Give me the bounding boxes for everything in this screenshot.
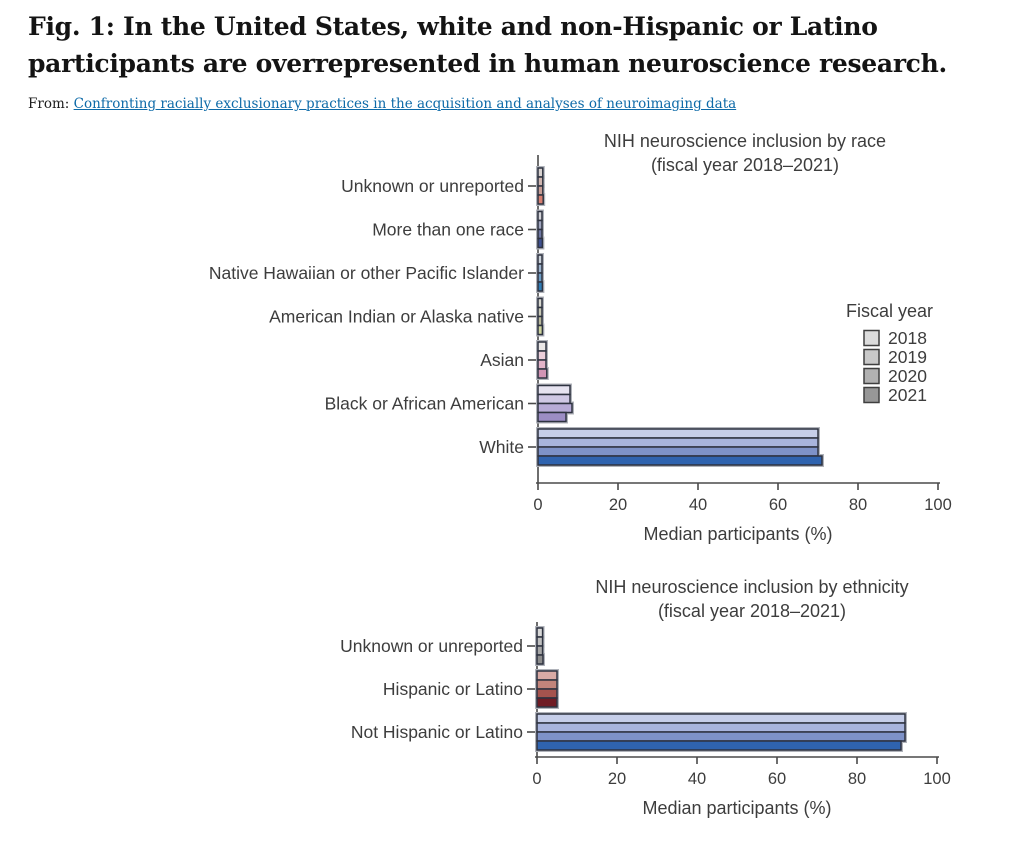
- bar-unknown-or-unreported-2020: [536, 645, 544, 656]
- bar-not-hispanic-or-latino-2020: [536, 731, 906, 742]
- legend-swatch-2019: [863, 348, 880, 366]
- source-prefix: From:: [28, 96, 70, 112]
- chart-title: NIH neuroscience inclusion by ethnicity: [595, 577, 908, 597]
- x-tick-label: 80: [848, 770, 866, 788]
- category-label-black-or-african-american: Black or African American: [325, 394, 524, 414]
- x-tick-label: 60: [769, 496, 787, 514]
- bar-asian-2018: [537, 341, 547, 352]
- x-tick-label: 0: [532, 770, 541, 788]
- category-label-native-hawaiian-or-other-pacific-islander: Native Hawaiian or other Pacific Islande…: [209, 263, 524, 283]
- legend-title: Fiscal year: [846, 301, 933, 321]
- category-label-hispanic-or-latino: Hispanic or Latino: [383, 679, 523, 699]
- x-tick-label: 100: [924, 496, 952, 514]
- category-label-white: White: [479, 437, 524, 457]
- bar-black-or-african-american-2020: [537, 402, 573, 414]
- chart-subtitle: (fiscal year 2018–2021): [651, 155, 839, 175]
- x-axis-label: Median participants (%): [642, 798, 831, 818]
- race-inclusion-chart: NIH neuroscience inclusion by race (fisca…: [209, 131, 952, 544]
- bar-unknown-or-unreported-2018: [537, 167, 544, 178]
- legend-label-2018: 2018: [888, 328, 927, 348]
- x-tick-label: 40: [688, 770, 706, 788]
- bar-unknown-or-unreported-2021: [537, 194, 544, 205]
- bar-american-indian-or-alaska-native-2018: [537, 297, 543, 309]
- bar-american-indian-or-alaska-native-2020: [537, 315, 543, 327]
- legend-label-2019: 2019: [888, 347, 927, 367]
- bar-asian-2020: [537, 359, 547, 370]
- bar-not-hispanic-or-latino-2019: [536, 722, 906, 733]
- category-label-unknown-or-unreported: Unknown or unreported: [340, 636, 523, 656]
- x-tick-label: 0: [533, 496, 542, 514]
- bar-native-hawaiian-or-other-pacific-islander-2020: [537, 272, 543, 283]
- x-tick-label: 80: [849, 496, 867, 514]
- bar-asian-2019: [537, 350, 547, 361]
- bar-hispanic-or-latino-2020: [536, 688, 558, 699]
- x-tick-label: 40: [689, 496, 707, 514]
- bar-unknown-or-unreported-2019: [537, 176, 544, 187]
- figure-title: Fig. 1: In the United States, white and …: [28, 12, 947, 78]
- bar-unknown-or-unreported-2020: [537, 185, 544, 196]
- category-label-not-hispanic-or-latino: Not Hispanic or Latino: [351, 722, 523, 742]
- bar-black-or-african-american-2019: [537, 393, 571, 405]
- category-label-american-indian-or-alaska-native: American Indian or Alaska native: [269, 307, 524, 327]
- bar-hispanic-or-latino-2019: [536, 679, 558, 690]
- bar-unknown-or-unreported-2019: [536, 636, 544, 647]
- category-label-unknown-or-unreported: Unknown or unreported: [341, 176, 524, 196]
- bar-native-hawaiian-or-other-pacific-islander-2021: [537, 281, 544, 292]
- category-label-more-than-one-race: More than one race: [372, 220, 524, 240]
- legend-swatch-2018: [863, 329, 880, 347]
- x-tick-label: 60: [768, 770, 786, 788]
- legend-label-2020: 2020: [888, 366, 927, 386]
- bar-asian-2021: [537, 368, 548, 379]
- chart-title: NIH neuroscience inclusion by race: [604, 131, 886, 151]
- bar-american-indian-or-alaska-native-2019: [537, 306, 543, 318]
- bar-hispanic-or-latino-2021: [536, 697, 558, 708]
- bar-american-indian-or-alaska-native-2021: [537, 324, 544, 336]
- source-line: From: Confronting racially exclusionary …: [28, 96, 736, 112]
- x-tick-label: 100: [923, 770, 951, 788]
- bar-not-hispanic-or-latino-2021: [536, 740, 902, 751]
- chart-subtitle: (fiscal year 2018–2021): [658, 601, 846, 621]
- bar-unknown-or-unreported-2021: [536, 654, 544, 665]
- category-label-asian: Asian: [480, 350, 524, 370]
- bar-unknown-or-unreported-2018: [536, 627, 544, 638]
- x-tick-label: 20: [608, 770, 626, 788]
- bar-more-than-one-race-2021: [537, 237, 544, 249]
- bar-white-2019: [537, 437, 819, 448]
- legend-label-2021: 2021: [888, 385, 927, 405]
- x-axis-label: Median participants (%): [643, 524, 832, 544]
- bar-black-or-african-american-2021: [537, 411, 567, 423]
- bar-more-than-one-race-2019: [537, 219, 543, 231]
- bar-native-hawaiian-or-other-pacific-islander-2018: [537, 254, 543, 265]
- legend-swatch-2021: [863, 386, 880, 404]
- source-link[interactable]: Confronting racially exclusionary practi…: [73, 96, 737, 112]
- bar-black-or-african-american-2018: [537, 384, 571, 396]
- legend-swatch-2020: [863, 367, 880, 385]
- bar-more-than-one-race-2020: [537, 228, 543, 240]
- bar-white-2020: [537, 446, 819, 457]
- bar-hispanic-or-latino-2018: [536, 670, 558, 681]
- bar-more-than-one-race-2018: [537, 210, 543, 222]
- bar-native-hawaiian-or-other-pacific-islander-2019: [537, 263, 543, 274]
- bar-white-2018: [537, 428, 819, 439]
- ethnicity-inclusion-chart: NIH neuroscience inclusion by ethnicity (…: [340, 577, 951, 818]
- bar-white-2021: [537, 455, 823, 466]
- bar-not-hispanic-or-latino-2018: [536, 713, 906, 724]
- x-tick-label: 20: [609, 496, 627, 514]
